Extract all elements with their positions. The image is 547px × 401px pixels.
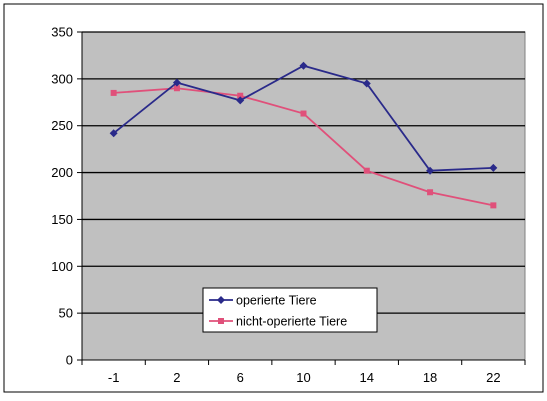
x-tick-label: 22: [486, 370, 500, 385]
x-tick-label: 10: [296, 370, 310, 385]
series-operierte-tiere: [109, 61, 498, 175]
data-point: [427, 189, 434, 196]
data-point: [218, 318, 224, 324]
gridlines: [82, 31, 525, 314]
data-point: [217, 296, 225, 304]
y-tick-label: 350: [51, 25, 73, 40]
legend-label: nicht-operierte Tiere: [236, 315, 347, 329]
x-tick-label: 14: [360, 370, 374, 385]
data-point: [299, 61, 308, 70]
data-point: [173, 85, 180, 92]
x-tick-label: 6: [237, 370, 244, 385]
y-tick-label: 300: [51, 71, 73, 86]
legend-entry: operierte Tiere: [209, 294, 317, 308]
data-point: [362, 79, 371, 88]
data-point: [426, 166, 435, 175]
data-point: [489, 163, 498, 172]
y-tick-label: 200: [51, 165, 73, 180]
legend-box: [202, 287, 378, 333]
data-point: [490, 202, 497, 209]
x-tick-label: -1: [108, 370, 120, 385]
data-point: [236, 96, 245, 105]
x-tick-label: 2: [173, 370, 180, 385]
data-point: [109, 129, 118, 138]
x-tick-labels: -1 2 6 10 14 18 22: [108, 370, 501, 385]
x-tick-label: 18: [423, 370, 437, 385]
y-tick-label: 0: [66, 353, 73, 368]
series-nicht-operierte-tiere: [110, 85, 497, 209]
series-lines: [109, 61, 498, 209]
y-tick-labels: 0 50 100 150 200 250 300 350: [51, 25, 73, 368]
y-tick-label: 150: [51, 212, 73, 227]
data-point: [172, 78, 181, 87]
y-tick-label: 250: [51, 118, 73, 133]
legend-entry: nicht-operierte Tiere: [209, 315, 347, 329]
data-point: [110, 89, 117, 96]
y-tick-label: 100: [51, 259, 73, 274]
data-point: [300, 110, 307, 117]
legend-label: operierte Tiere: [236, 294, 317, 308]
y-tick-label: 50: [59, 306, 73, 321]
data-point: [237, 92, 244, 99]
axes: [77, 31, 526, 365]
data-point: [363, 167, 370, 174]
legend: operierte Tiere nicht-operierte Tiere: [202, 287, 378, 333]
